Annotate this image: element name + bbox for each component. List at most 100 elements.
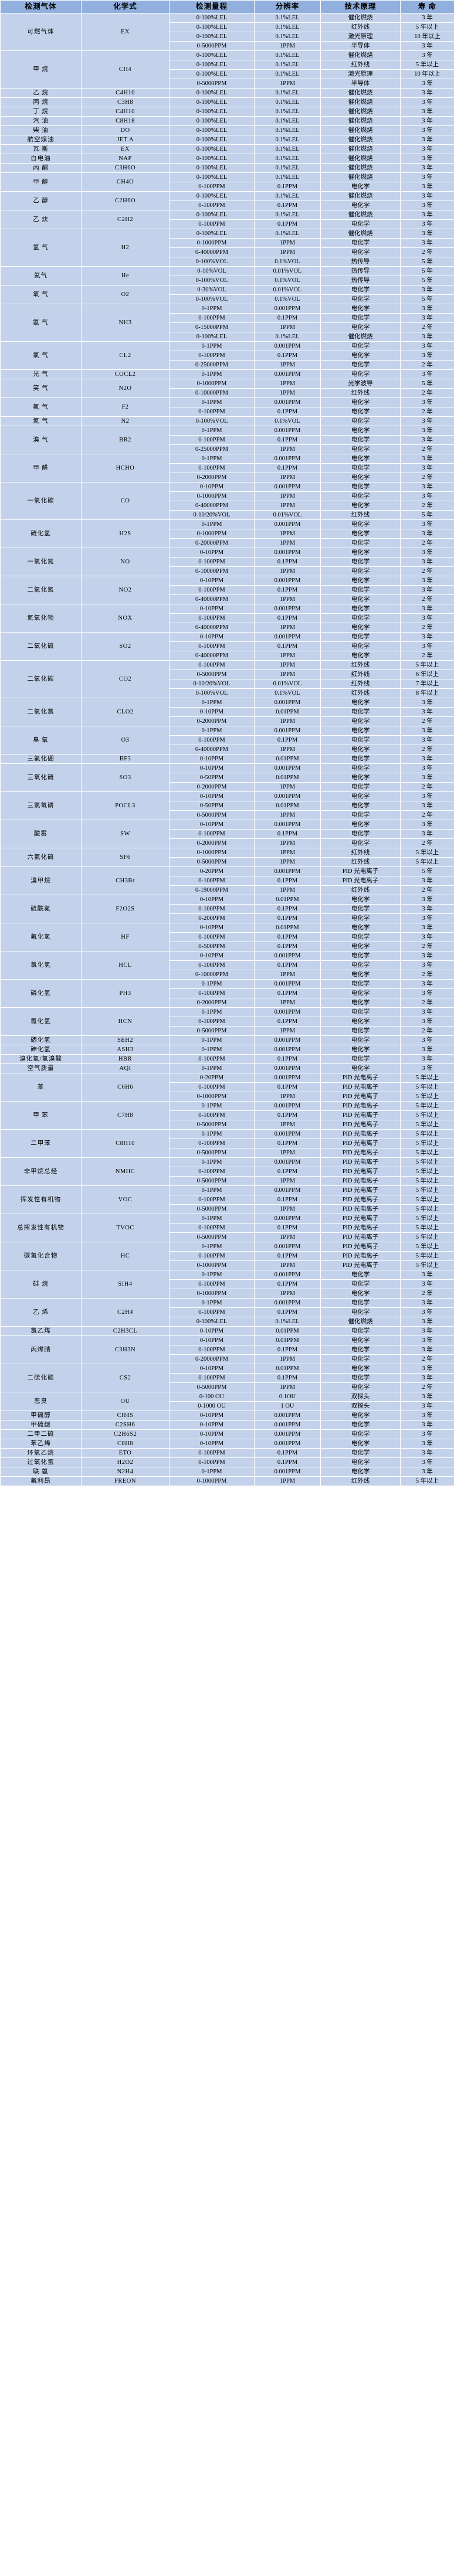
- gas-name-cell: 柴 油: [0, 125, 82, 135]
- detection-range-cell: 0-20000PPM: [169, 1354, 255, 1364]
- gas-name-cell: 氟 气: [0, 397, 82, 417]
- chemical-formula-cell: C2H6S2: [81, 1429, 170, 1439]
- table-row: 二甲二硫 C2H6S2 0-10PPM 0.001PPM 电化学 3 年: [0, 1429, 454, 1439]
- lifespan-cell: 3 年: [400, 135, 454, 145]
- detection-range-cell: 0-100%LEL: [169, 210, 255, 220]
- detection-range-cell: 0-100PPM: [169, 200, 255, 210]
- technology-cell: 电化学: [320, 1429, 401, 1439]
- detection-range-cell: 0-100PPM: [169, 1373, 255, 1383]
- lifespan-cell: 3 年: [400, 144, 454, 154]
- resolution-cell: 1PPM: [254, 970, 321, 980]
- technology-cell: 电化学: [320, 369, 401, 379]
- table-row: 0-100PPM 0.1PPM 电化学 3 年: [1, 585, 454, 595]
- gas-name-cell: 苯乙烯: [0, 1439, 82, 1449]
- technology-cell: 电化学: [320, 548, 401, 558]
- gas-name-cell: 一氧化碳: [0, 482, 82, 520]
- resolution-cell: 0.001PPM: [254, 369, 321, 379]
- lifespan-cell: 10 年以上: [400, 69, 454, 79]
- technology-cell: 电化学: [320, 1411, 401, 1420]
- table-row: 0-40000PPM 1PPM 电化学 2 年: [1, 651, 454, 661]
- technology-cell: 电化学: [320, 754, 401, 764]
- resolution-cell: 0.001PPM: [254, 763, 321, 773]
- resolution-cell: 1 OU: [254, 1401, 321, 1411]
- lifespan-cell: 3 年: [400, 238, 454, 248]
- table-row: 乙 烯 C2H4 0-1PPM 0.001PPM 电化学 3 年: [0, 1298, 454, 1327]
- detection-range-cell: 0-5000PPM: [169, 1120, 255, 1130]
- table-row: 氯 气 CL2 0-1PPM 0.001PPM 电化学 3 年: [0, 341, 454, 370]
- technology-cell: 电化学: [320, 1007, 401, 1017]
- resolution-cell: 0.1%LEL: [254, 144, 321, 154]
- lifespan-cell: 3 年: [400, 979, 454, 989]
- detection-range-cell: 0-10000PPM: [169, 566, 255, 576]
- lifespan-cell: 3 年: [400, 529, 454, 539]
- detection-range-cell: 0-10PPM: [169, 707, 255, 717]
- resolution-cell: 0.1%LEL: [254, 69, 321, 79]
- table-row: 0-1000PPM 1PPM 电化学 3 年: [1, 491, 454, 501]
- technology-cell: 电化学: [320, 942, 401, 951]
- resolution-cell: 0.1PPM: [254, 1373, 321, 1383]
- table-row: 0-5000PPM 1PPM 电化学 2 年: [1, 1382, 454, 1392]
- gas-detection-table: 检测气体 化学式 检测量程 分辨率 技术原理 寿 命 可燃气体 EX 0-100%L…: [0, 0, 454, 1486]
- detection-range-cell: 0-100PPM: [169, 557, 255, 567]
- table-row: 二氧化氮 NO2 0-10PPM 0.001PPM 电化学 3 年: [0, 576, 454, 604]
- technology-cell: 热传导: [320, 276, 401, 286]
- table-row: 0-1000 OU 1 OU 双探头 3 年: [1, 1401, 454, 1411]
- table-row: 0-100PPM 0.1PPM 电化学 3 年: [1, 829, 454, 839]
- resolution-cell: 1PPM: [254, 782, 321, 792]
- lifespan-cell: 3 年: [400, 369, 454, 379]
- resolution-cell: 0.001PPM: [254, 397, 321, 407]
- technology-cell: 红外线: [320, 857, 401, 867]
- resolution-cell: 0.001PPM: [254, 576, 321, 586]
- technology-cell: PID 光电离子: [320, 866, 401, 876]
- detection-range-cell: 0-10PPM: [169, 1411, 255, 1420]
- table-row: 0-100PPM 0.1PPM 电化学 3 年: [1, 960, 454, 970]
- technology-cell: 电化学: [320, 773, 401, 783]
- technology-cell: 电化学: [320, 454, 401, 464]
- gas-name-cell: 碳氢化合物: [0, 1242, 82, 1270]
- technology-cell: 催化燃烧: [320, 210, 401, 220]
- lifespan-cell: 3 年: [400, 923, 454, 933]
- lifespan-cell: 5 年以上: [400, 1082, 454, 1092]
- resolution-cell: 0.001PPM: [254, 951, 321, 961]
- detection-range-cell: 0-1PPM: [169, 1467, 255, 1477]
- resolution-cell: 1PPM: [254, 716, 321, 726]
- technology-cell: 催化燃烧: [320, 116, 401, 126]
- resolution-cell: 1PPM: [254, 651, 321, 661]
- lifespan-cell: 5 年以上: [400, 1232, 454, 1242]
- table-row: 甲 烷 CH4 0-100%LEL 0.1%LEL 催化燃烧 3 年: [0, 50, 454, 89]
- lifespan-cell: 3 年: [400, 332, 454, 342]
- technology-cell: 电化学: [320, 1045, 401, 1055]
- resolution-cell: 1PPM: [254, 838, 321, 848]
- lifespan-cell: 3 年: [400, 932, 454, 942]
- detection-range-cell: 0-1PPM: [169, 1157, 255, 1167]
- technology-cell: 电化学: [320, 707, 401, 717]
- resolution-cell: 1PPM: [254, 998, 321, 1008]
- lifespan-cell: 3 年: [400, 1439, 454, 1449]
- chemical-formula-cell: C4H10: [81, 88, 170, 98]
- chemical-formula-cell: C6H6: [81, 1073, 170, 1102]
- resolution-cell: 1PPM: [254, 660, 321, 670]
- table-row: 氟 气 F2 0-1PPM 0.001PPM 电化学 3 年: [0, 397, 454, 417]
- technology-cell: 红外线: [320, 510, 401, 520]
- detection-range-cell: 0-100PPM: [169, 904, 255, 914]
- lifespan-cell: 3 年: [400, 1364, 454, 1374]
- chemical-formula-cell: CH4O: [81, 172, 170, 192]
- chemical-formula-cell: SW: [81, 820, 170, 848]
- detection-range-cell: 0-10/20%VOL: [169, 679, 255, 689]
- detection-range-cell: 0-20PPM: [169, 866, 255, 876]
- technology-cell: 催化燃烧: [320, 332, 401, 342]
- detection-range-cell: 0-100PPM: [169, 1251, 255, 1261]
- detection-range-cell: 0-10PPM: [169, 548, 255, 558]
- gas-name-cell: 氮 气: [0, 416, 82, 426]
- chemical-formula-cell: O2: [81, 285, 170, 304]
- detection-range-cell: 0-1PPM: [169, 426, 255, 436]
- detection-range-cell: 0-10PPM: [169, 791, 255, 801]
- lifespan-cell: 5 年以上: [400, 1185, 454, 1195]
- table-row: 氯化氢 HCL 0-10PPM 0.001PPM 电化学 3 年: [0, 951, 454, 980]
- resolution-cell: 0.001PPM: [254, 1420, 321, 1430]
- technology-cell: 激光原理: [320, 32, 401, 42]
- lifespan-cell: 3 年: [400, 1270, 454, 1280]
- gas-name-cell: 甲硫醚: [0, 1420, 82, 1430]
- resolution-cell: 0.1%LEL: [254, 60, 321, 70]
- chemical-formula-cell: NOX: [81, 604, 170, 633]
